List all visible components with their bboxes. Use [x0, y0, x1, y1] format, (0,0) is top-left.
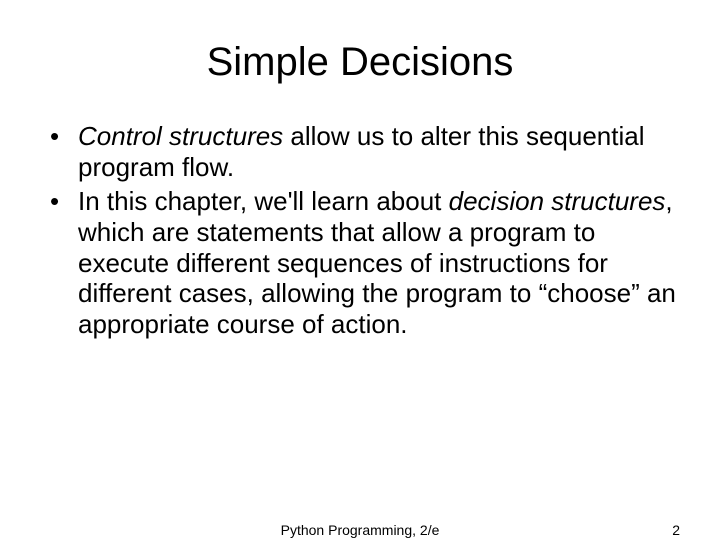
bullet-2-pre: In this chapter, we — [78, 186, 288, 216]
bullet-item-1: Control structures allow us to alter thi… — [50, 121, 680, 182]
bullet-2-mid: ll learn about — [293, 186, 449, 216]
footer-page-number: 2 — [672, 522, 680, 538]
footer-source: Python Programming, 2/e — [281, 522, 440, 538]
bullet-2-rquote: ” — [631, 278, 640, 308]
slide: Simple Decisions Control structures allo… — [0, 0, 720, 540]
bullet-list: Control structures allow us to alter thi… — [40, 121, 680, 340]
bullet-item-2: In this chapter, we'll learn about decis… — [50, 186, 680, 339]
bullet-2-emphasis: decision structures — [449, 186, 666, 216]
bullet-2-choose: choose — [547, 278, 631, 308]
bullet-2-lquote: “ — [539, 278, 548, 308]
bullet-1-emphasis: Control structures — [78, 121, 283, 151]
slide-title: Simple Decisions — [40, 40, 680, 85]
